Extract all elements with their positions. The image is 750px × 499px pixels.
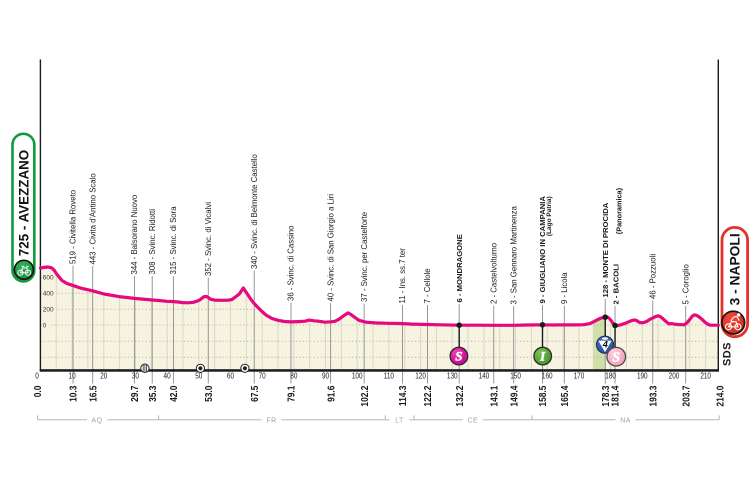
svg-text:20: 20 (100, 372, 107, 381)
svg-text:122.2: 122.2 (423, 386, 434, 407)
svg-text:AQ: AQ (92, 418, 103, 425)
svg-text:91.6: 91.6 (326, 386, 337, 402)
svg-text:46 - Pozzuoli: 46 - Pozzuoli (648, 254, 657, 299)
svg-text:36 - Svinc. di Cassino: 36 - Svinc. di Cassino (287, 225, 296, 301)
svg-text:37 - Svinc. per Castelforte: 37 - Svinc. per Castelforte (360, 212, 369, 302)
svg-text:150: 150 (510, 372, 521, 381)
svg-text:79.1: 79.1 (286, 386, 297, 402)
svg-text:128 - MONTE DI PROCIDA: 128 - MONTE DI PROCIDA (601, 202, 610, 297)
svg-text:80: 80 (290, 372, 297, 381)
svg-text:140: 140 (479, 372, 490, 381)
svg-text:2 - Castelvolturno: 2 - Castelvolturno (489, 242, 498, 304)
svg-text:352 - Svinc. di Vicalvi: 352 - Svinc. di Vicalvi (204, 202, 213, 276)
svg-text:193.3: 193.3 (648, 386, 659, 407)
svg-text:308 - Svinc. Ridotti: 308 - Svinc. Ridotti (148, 209, 157, 275)
svg-text:210: 210 (700, 372, 711, 381)
svg-text:340 - Svinc. di Belmonte Caste: 340 - Svinc. di Belmonte Castello (250, 153, 259, 269)
svg-text:53.0: 53.0 (203, 386, 214, 402)
svg-text:519 - Civitella Roveto: 519 - Civitella Roveto (69, 189, 78, 264)
svg-text:149.4: 149.4 (509, 385, 520, 407)
svg-text:165.4: 165.4 (559, 385, 570, 407)
svg-text:158.5: 158.5 (538, 386, 549, 407)
svg-text:600: 600 (43, 275, 54, 282)
svg-text:0: 0 (43, 322, 47, 329)
svg-text:132.2: 132.2 (454, 386, 465, 407)
svg-text:7 - Cellole: 7 - Cellole (423, 268, 432, 303)
svg-text:11 - Ins. ss.7 ter: 11 - Ins. ss.7 ter (398, 248, 407, 304)
svg-text:SDS: SDS (721, 342, 733, 366)
svg-text:170: 170 (574, 372, 585, 381)
svg-text:180: 180 (605, 372, 616, 381)
svg-text:3 - San Gennaro Martinenza: 3 - San Gennaro Martinenza (509, 205, 518, 304)
svg-text:6 - MONDRAGONE: 6 - MONDRAGONE (455, 234, 464, 302)
svg-text:40 - Svinc. di San Giorgio a L: 40 - Svinc. di San Giorgio a Liri (326, 194, 335, 302)
svg-text:203.7: 203.7 (681, 386, 692, 407)
svg-text:400: 400 (43, 291, 54, 298)
svg-text:42.0: 42.0 (168, 386, 179, 402)
svg-text:10.3: 10.3 (68, 386, 79, 402)
svg-text:110: 110 (384, 372, 394, 381)
svg-text:5 - Coroglio: 5 - Coroglio (681, 264, 690, 305)
svg-text:FR: FR (266, 418, 276, 425)
svg-text:29.7: 29.7 (130, 386, 141, 402)
svg-text:0: 0 (35, 372, 39, 381)
svg-text:725 - AVEZZANO: 725 - AVEZZANO (17, 150, 32, 256)
svg-text:2 - BACOLI: 2 - BACOLI (612, 264, 621, 305)
svg-text:90: 90 (322, 372, 329, 381)
svg-text:(Panoramica): (Panoramica) (614, 187, 623, 234)
svg-text:S: S (612, 349, 620, 364)
svg-text:315 - Svinc. di Sora: 315 - Svinc. di Sora (169, 206, 178, 275)
svg-text:S: S (455, 349, 462, 364)
svg-text:NA: NA (620, 418, 631, 425)
svg-text:LT: LT (395, 418, 404, 425)
svg-text:114.3: 114.3 (398, 386, 409, 407)
svg-text:120: 120 (415, 372, 426, 381)
svg-text:67.5: 67.5 (249, 386, 260, 402)
svg-text:200: 200 (669, 372, 680, 381)
svg-text:190: 190 (637, 372, 648, 381)
svg-text:143.1: 143.1 (489, 386, 500, 407)
svg-text:3 - NAPOLI: 3 - NAPOLI (727, 233, 742, 305)
svg-text:130: 130 (447, 372, 458, 381)
svg-text:160: 160 (542, 372, 553, 381)
svg-text:60: 60 (227, 372, 234, 381)
svg-text:30: 30 (132, 372, 139, 381)
svg-text:344 - Balsorano Nuovo: 344 - Balsorano Nuovo (130, 194, 139, 274)
svg-text:214.0: 214.0 (715, 386, 726, 407)
svg-text:102.2: 102.2 (359, 386, 370, 407)
svg-text:I: I (539, 349, 546, 364)
svg-text:178.3: 178.3 (600, 386, 611, 407)
svg-text:35.3: 35.3 (147, 386, 158, 402)
svg-text:CE: CE (468, 418, 479, 425)
svg-text:200: 200 (43, 307, 54, 314)
svg-text:50: 50 (195, 372, 202, 381)
svg-text:9 - GIUGLIANO IN CAMPANIA: 9 - GIUGLIANO IN CAMPANIA (538, 196, 547, 304)
svg-text:40: 40 (164, 372, 171, 381)
svg-text:70: 70 (259, 372, 266, 381)
svg-text:9 - Licola: 9 - Licola (560, 272, 569, 304)
svg-text:16.5: 16.5 (88, 386, 99, 402)
svg-text:100: 100 (352, 372, 363, 381)
svg-text:443 - Civita d'Antino Scalo: 443 - Civita d'Antino Scalo (88, 173, 97, 265)
svg-text:181.4: 181.4 (610, 385, 621, 407)
svg-text:10: 10 (69, 372, 76, 381)
svg-text:(Lago Patria): (Lago Patria) (546, 196, 553, 236)
svg-text:4: 4 (602, 339, 608, 349)
svg-text:0.0: 0.0 (32, 386, 43, 398)
